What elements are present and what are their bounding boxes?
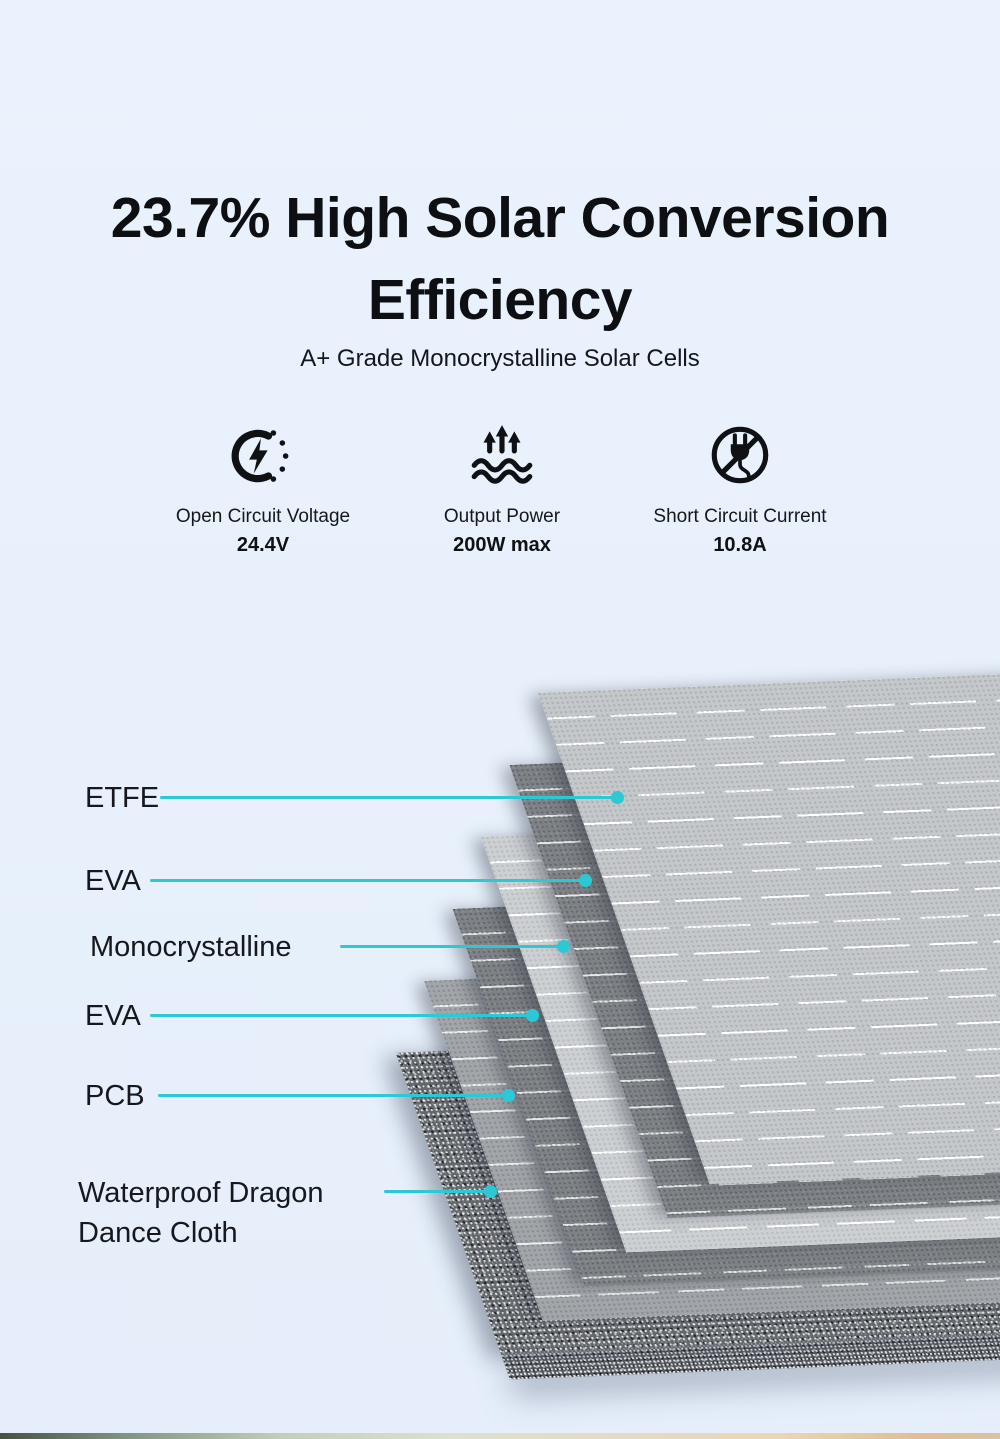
layer-label-monocrystalline: Monocrystalline	[90, 931, 292, 963]
callout-line	[340, 945, 563, 948]
callout-dot	[484, 1185, 497, 1198]
callout-line	[158, 1094, 508, 1097]
open-circuit-voltage-icon	[133, 418, 393, 492]
title-line-2: Efficiency	[367, 268, 633, 333]
callout-line	[150, 879, 585, 882]
layer-label-eva-bottom: EVA	[85, 1000, 141, 1032]
short-circuit-current-icon	[610, 418, 870, 492]
layer-label-waterproof-cloth: Waterproof Dragon Dance Cloth	[78, 1177, 324, 1249]
callout-line	[150, 1014, 532, 1017]
spec-open-circuit-voltage: Open Circuit Voltage 24.4V	[133, 418, 393, 557]
page-title: 23.7% High Solar Conversion Efficiency	[0, 177, 1000, 341]
spec-output-power: Output Power 200W max	[372, 418, 632, 557]
callout-line	[384, 1190, 490, 1193]
next-section-peek	[0, 1433, 1000, 1439]
title-line-1: 23.7% High Solar Conversion	[110, 186, 890, 251]
spec-value: 24.4V	[236, 534, 290, 556]
layer-label-pcb: PCB	[85, 1080, 145, 1112]
callout-dot	[526, 1009, 539, 1022]
layer-label-eva-top: EVA	[85, 865, 141, 897]
callout-line	[160, 796, 617, 799]
spec-label: Short Circuit Current	[653, 506, 827, 527]
output-power-icon	[372, 418, 632, 492]
spec-label: Open Circuit Voltage	[175, 506, 351, 527]
callout-dot	[611, 791, 624, 804]
page-subtitle: A+ Grade Monocrystalline Solar Cells	[300, 345, 700, 372]
callout-dot	[502, 1089, 515, 1102]
spec-value: 10.8A	[713, 534, 767, 556]
callout-dot	[579, 874, 592, 887]
spec-short-circuit-current: Short Circuit Current 10.8A	[610, 418, 870, 557]
layer-label-etfe: ETFE	[85, 782, 160, 814]
spec-label: Output Power	[443, 506, 561, 527]
callout-dot	[557, 940, 570, 953]
spec-value: 200W max	[453, 534, 551, 556]
